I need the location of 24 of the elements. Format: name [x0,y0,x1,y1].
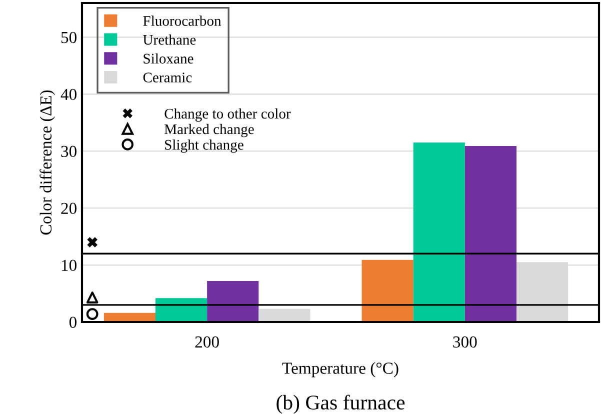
legend-label: Ceramic [143,72,192,82]
y-tick-label: 10 [62,260,77,271]
legend-label: Fluorocarbon [143,16,222,26]
y-tick-label: 40 [60,88,77,100]
bar [258,308,310,322]
y-tick-label: 20 [61,202,77,214]
y-tick-label: 0 [69,316,77,328]
bar [413,142,465,322]
y-tick-label: 50 [61,32,77,44]
legend-label: Slight change [165,139,244,153]
x-tick-label: 200 [195,336,219,348]
legend-label: Change to other color [164,108,291,122]
bar [155,298,208,322]
y-tick-label: 30 [61,146,77,158]
legend-label: Marked change [164,124,254,138]
legend-label: Urethane [143,34,196,45]
x-axis-title: Temperature (°C) [282,362,398,378]
bar [207,280,259,322]
bar [464,146,516,322]
x-tick-label: 300 [453,336,477,348]
legend-label: Siloxane [144,53,194,64]
bar [362,260,414,322]
y-axis-title: Color difference (ΔE) [40,90,55,235]
text: (b) Gas furnace [276,394,405,414]
